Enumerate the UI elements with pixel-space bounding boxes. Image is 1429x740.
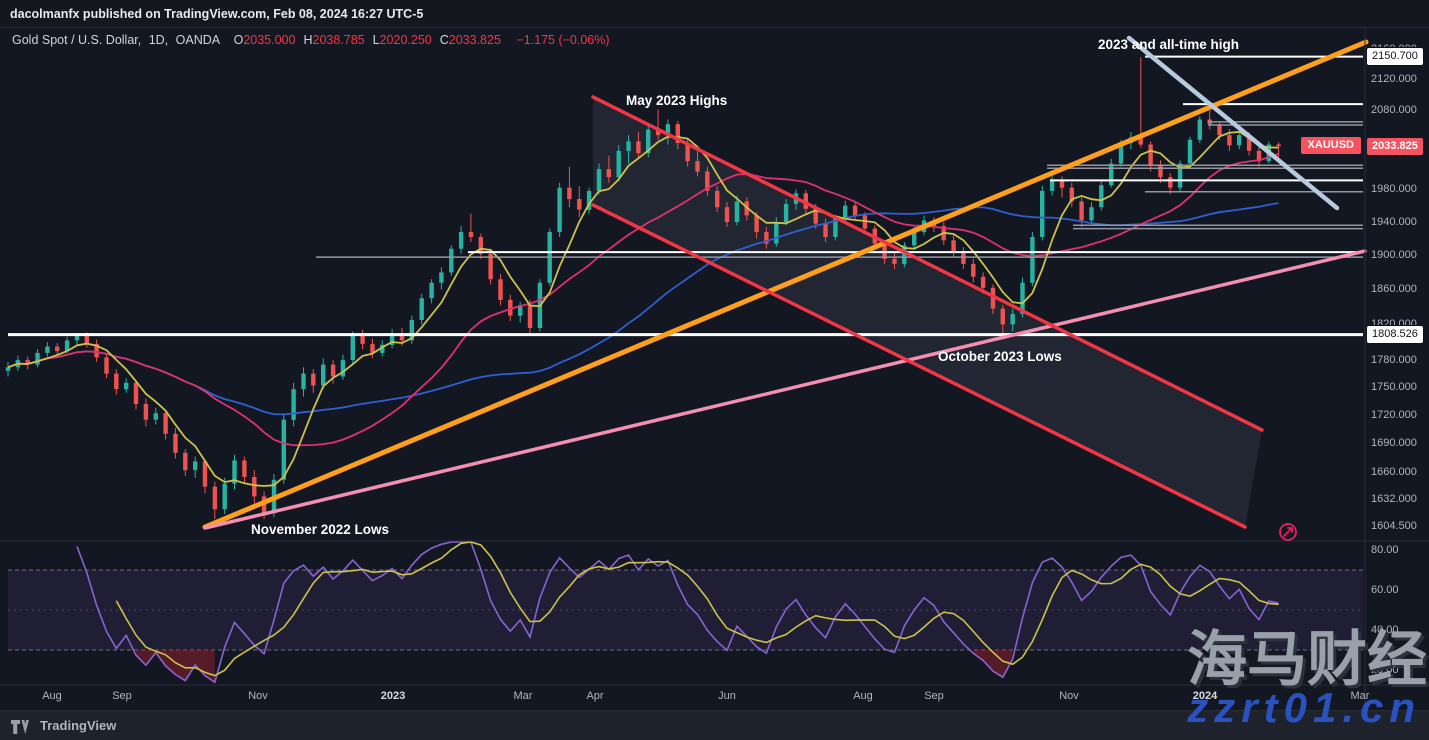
brand-name[interactable]: TradingView	[40, 718, 117, 733]
annotation-text: 2023 and all-time high	[1098, 37, 1240, 52]
price-level-badge: 1808.526	[1367, 326, 1423, 344]
ohlc-key: C	[439, 33, 449, 47]
descending-channel-top-from-may-2023	[591, 95, 1264, 432]
time-axis-label: Aug	[853, 690, 873, 702]
price-level-badge: 2033.825	[1367, 137, 1423, 155]
time-axis-label: Jun	[718, 690, 736, 702]
price-axis-label: 1632.000	[1371, 492, 1417, 505]
moving-averages	[7, 130, 1279, 487]
watermark-cjk: 海马财经	[1187, 626, 1427, 693]
price-level-badge: 2150.700	[1367, 48, 1423, 66]
rsi-axis-label: 60.00	[1371, 583, 1399, 596]
publish-header: dacolmanfx published on TradingView.com,…	[0, 0, 1429, 28]
secondary-uptrend	[203, 249, 1367, 530]
symbol-title[interactable]: Gold Spot / U.S. Dollar,	[12, 33, 142, 47]
annotation-text: November 2022 Lows	[251, 522, 390, 537]
trendlines	[202, 35, 1369, 530]
ohlc-key: H	[303, 33, 313, 47]
tradingview-logo-icon[interactable]	[10, 717, 32, 735]
price-axis-label: 1690.000	[1371, 436, 1417, 449]
primary-uptrend-from-nov-2022-lows	[202, 39, 1369, 530]
symbol-flag-badge: XAUUSD	[1300, 137, 1361, 154]
price-axis-label: 1940.000	[1371, 215, 1417, 228]
footer-bar: TradingView	[0, 710, 1429, 740]
time-axis-label: Nov	[248, 690, 268, 702]
price-axis-label: 1860.000	[1371, 283, 1417, 296]
ohlc-key: O	[233, 33, 244, 47]
ohlc-values: O2035.000 H2038.785 L2020.250 C2033.825	[228, 33, 503, 47]
price-axis-label: 1604.500	[1371, 520, 1417, 533]
ohlc-value: 2035.000	[243, 33, 296, 47]
annotation-text: October 2023 Lows	[938, 349, 1062, 364]
time-axis-label: Mar	[1350, 690, 1370, 702]
price-axis-label: 1900.000	[1371, 248, 1417, 261]
time-axis-label: Sep	[924, 690, 944, 702]
price-axis-label: 2080.000	[1371, 103, 1417, 116]
time-axis-label: 2023	[380, 690, 406, 702]
interval-label[interactable]: 1D,	[148, 33, 169, 47]
watermark-url: zzrt01.cn	[1187, 684, 1421, 731]
price-axis[interactable]	[1365, 28, 1429, 710]
change-value: −1.175 (−0.06%)	[516, 33, 610, 47]
direction-marker-icon	[1279, 523, 1297, 541]
time-axis-label: 2024	[1192, 690, 1218, 702]
rsi-axis-label: 40.00	[1371, 623, 1399, 636]
ohlc-value: 2020.250	[379, 33, 432, 47]
rsi-axis-label: 20.00	[1371, 663, 1399, 676]
price-axis-label: 1780.000	[1371, 353, 1417, 366]
ma-mid-line	[7, 152, 1279, 447]
price-axis-label: 1750.000	[1371, 380, 1417, 393]
ma-fast-line	[7, 130, 1279, 487]
descending-channel-bottom	[591, 203, 1247, 529]
ohlc-key: L	[372, 33, 380, 47]
annotation-text: May 2023 Highs	[626, 93, 728, 108]
time-axis-label: Aug	[42, 690, 62, 702]
time-axis-label: Nov	[1059, 690, 1079, 702]
time-axis-label: Sep	[112, 690, 132, 702]
rsi-ma-line	[115, 541, 1279, 677]
rsi-pane	[8, 541, 1363, 684]
channel-fill-layer	[593, 97, 1262, 527]
price-axis-label: 1660.000	[1371, 465, 1417, 478]
symbol-legend: Gold Spot / U.S. Dollar, 1D, OANDA O2035…	[12, 33, 614, 47]
horizontal-levels	[8, 55, 1363, 337]
published-line: dacolmanfx published on TradingView.com,…	[10, 7, 424, 21]
time-scale-labels: Aug Sep Nov 2023 Mar Apr Jun Aug Sep Nov 2024 Mar	[0, 690, 1429, 706]
downtrend-from-all-time-high	[1126, 35, 1340, 211]
ma-slow-line	[7, 202, 1279, 416]
time-axis-label: Apr	[586, 690, 604, 702]
price-axis-label: 1720.000	[1371, 408, 1417, 421]
ohlc-value: 2038.785	[312, 33, 365, 47]
price-axis-label: 1980.000	[1371, 182, 1417, 195]
rsi-axis-label: 80.00	[1371, 543, 1399, 556]
ohlc-value: 2033.825	[448, 33, 501, 47]
time-axis-label: Mar	[513, 690, 533, 702]
rsi-line	[76, 541, 1279, 684]
exchange-label[interactable]: OANDA	[175, 33, 221, 47]
pane-borders	[0, 28, 1429, 710]
price-axis-label: 2120.000	[1371, 73, 1417, 86]
